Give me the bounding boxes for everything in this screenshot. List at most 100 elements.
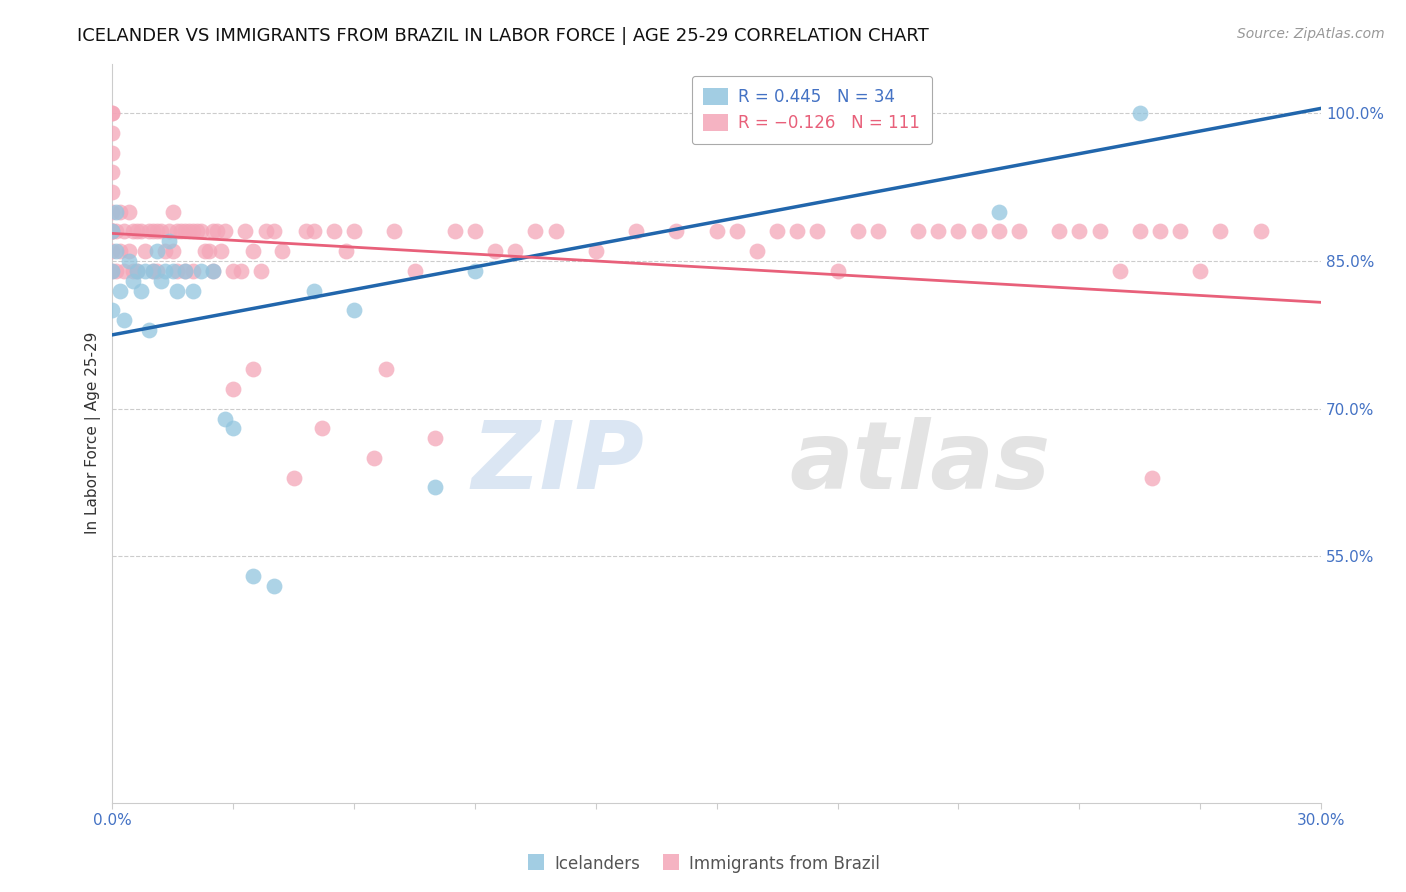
Point — [254, 224, 277, 238]
Point — [114, 224, 136, 238]
Point — [181, 264, 204, 278]
Point — [907, 224, 929, 238]
Point — [101, 204, 124, 219]
Point — [444, 224, 467, 238]
Point — [214, 411, 236, 425]
Point — [1168, 224, 1191, 238]
Point — [162, 204, 184, 219]
Point — [101, 185, 124, 199]
Point — [786, 224, 808, 238]
Point — [1108, 264, 1130, 278]
Point — [174, 264, 197, 278]
Point — [311, 421, 333, 435]
Point — [105, 264, 128, 278]
Point — [145, 224, 167, 238]
Point — [725, 224, 748, 238]
Point — [142, 264, 165, 278]
Point — [121, 274, 143, 288]
Text: atlas: atlas — [789, 417, 1050, 508]
Point — [222, 382, 245, 396]
Point — [145, 244, 167, 259]
Point — [105, 204, 128, 219]
Point — [270, 244, 292, 259]
Point — [138, 323, 160, 337]
Point — [117, 254, 139, 268]
Point — [142, 224, 165, 238]
Point — [110, 244, 132, 259]
Point — [125, 264, 148, 278]
Point — [302, 224, 325, 238]
Point — [174, 264, 197, 278]
Point — [101, 224, 124, 238]
Point — [927, 224, 949, 238]
Point — [544, 224, 567, 238]
Legend: R = 0.445   N = 34, R = −0.126   N = 111: R = 0.445 N = 34, R = −0.126 N = 111 — [692, 76, 932, 145]
Point — [665, 224, 688, 238]
Point — [166, 284, 188, 298]
Point — [1069, 224, 1091, 238]
Point — [117, 204, 139, 219]
Point — [166, 224, 188, 238]
Point — [806, 224, 828, 238]
Point — [250, 264, 273, 278]
Point — [101, 106, 124, 120]
Point — [149, 274, 172, 288]
Point — [1047, 224, 1070, 238]
Point — [343, 224, 366, 238]
Point — [524, 224, 547, 238]
Point — [745, 244, 768, 259]
Point — [1140, 470, 1163, 484]
Point — [181, 284, 204, 298]
Point — [967, 224, 990, 238]
Point — [948, 224, 970, 238]
Point — [138, 224, 160, 238]
Point — [335, 244, 357, 259]
Point — [363, 450, 385, 465]
Text: ICELANDER VS IMMIGRANTS FROM BRAZIL IN LABOR FORCE | AGE 25-29 CORRELATION CHART: ICELANDER VS IMMIGRANTS FROM BRAZIL IN L… — [77, 27, 929, 45]
Point — [866, 224, 889, 238]
Point — [153, 264, 176, 278]
Point — [110, 284, 132, 298]
Point — [404, 264, 426, 278]
Point — [145, 264, 167, 278]
Point — [423, 431, 446, 445]
Point — [1129, 106, 1152, 120]
Point — [1189, 264, 1212, 278]
Point — [766, 224, 789, 238]
Point — [101, 224, 124, 238]
Point — [101, 106, 124, 120]
Point — [624, 224, 647, 238]
Point — [121, 264, 143, 278]
Point — [1149, 224, 1171, 238]
Point — [585, 244, 607, 259]
Point — [242, 362, 264, 376]
Point — [484, 244, 506, 259]
Point — [114, 264, 136, 278]
Point — [343, 303, 366, 318]
Point — [987, 224, 1010, 238]
Point — [125, 224, 148, 238]
Point — [222, 264, 245, 278]
Text: ZIP: ZIP — [471, 417, 644, 508]
Point — [170, 224, 193, 238]
Point — [302, 284, 325, 298]
Point — [121, 224, 143, 238]
Point — [190, 224, 212, 238]
Point — [263, 579, 285, 593]
Point — [205, 224, 228, 238]
Point — [214, 224, 236, 238]
Point — [202, 264, 225, 278]
Point — [101, 264, 124, 278]
Point — [101, 224, 124, 238]
Point — [166, 264, 188, 278]
Legend: Icelanders, Immigrants from Brazil: Icelanders, Immigrants from Brazil — [520, 848, 886, 880]
Point — [117, 244, 139, 259]
Point — [242, 244, 264, 259]
Point — [101, 126, 124, 140]
Point — [153, 244, 176, 259]
Point — [505, 244, 527, 259]
Point — [101, 224, 124, 238]
Point — [323, 224, 346, 238]
Point — [162, 244, 184, 259]
Point — [129, 224, 152, 238]
